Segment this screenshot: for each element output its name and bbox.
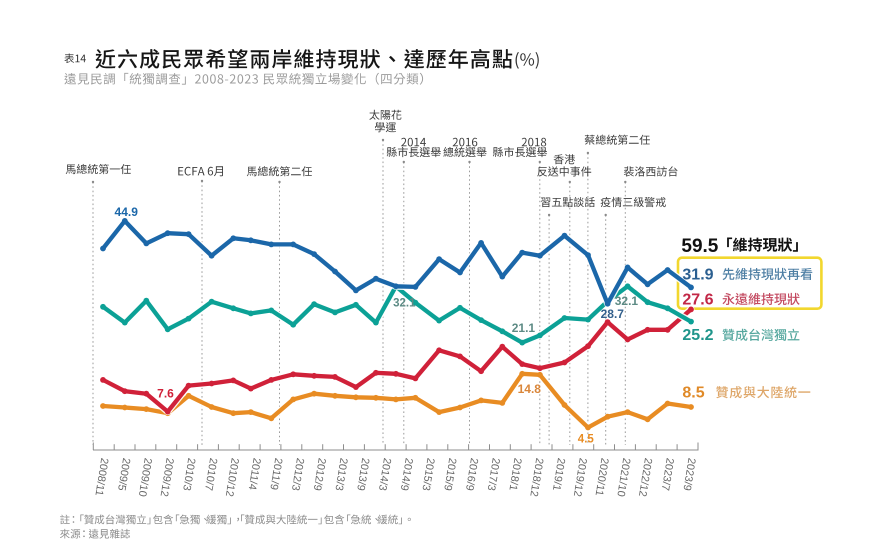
svg-text:2012/9: 2012/9 — [311, 457, 328, 492]
svg-text:2014/9: 2014/9 — [398, 457, 415, 492]
svg-text:32.1: 32.1 — [393, 297, 416, 309]
svg-text:2020/11: 2020/11 — [593, 457, 611, 497]
svg-text:2009/5: 2009/5 — [115, 457, 132, 492]
svg-text:2023/9: 2023/9 — [680, 457, 697, 492]
svg-text:2013/9: 2013/9 — [354, 457, 371, 492]
svg-text:2015/9: 2015/9 — [441, 457, 458, 492]
svg-text:14.8: 14.8 — [518, 382, 542, 396]
svg-text:2011/9: 2011/9 — [267, 457, 284, 491]
svg-text:25.2: 25.2 — [682, 327, 713, 344]
svg-text:2008/11: 2008/11 — [92, 457, 110, 497]
svg-text:44.9: 44.9 — [115, 205, 139, 219]
svg-text:2023/7: 2023/7 — [659, 457, 676, 492]
svg-text:28.7: 28.7 — [601, 307, 625, 321]
svg-text:2015/3: 2015/3 — [419, 457, 436, 492]
svg-text:27.6: 27.6 — [682, 291, 713, 308]
svg-text:2016/9: 2016/9 — [463, 457, 480, 492]
svg-text:2010/3: 2010/3 — [180, 457, 197, 492]
svg-text:2018/1: 2018/1 — [506, 457, 523, 492]
svg-text:2014/3: 2014/3 — [376, 457, 393, 492]
svg-text:2010/7: 2010/7 — [202, 457, 219, 492]
svg-text:21.1: 21.1 — [512, 321, 536, 335]
svg-text:31.9: 31.9 — [682, 266, 713, 283]
svg-text:7.6: 7.6 — [157, 387, 174, 401]
svg-text:8.5: 8.5 — [682, 385, 704, 402]
svg-text:2012/3: 2012/3 — [289, 457, 306, 492]
svg-text:59.5: 59.5 — [681, 236, 718, 257]
svg-text:2013/3: 2013/3 — [332, 457, 349, 492]
svg-text:32.1: 32.1 — [615, 294, 639, 308]
svg-text:4.5: 4.5 — [578, 433, 595, 445]
svg-text:2017/3: 2017/3 — [485, 457, 502, 492]
svg-text:2019/1: 2019/1 — [550, 457, 567, 492]
svg-text:2011/4: 2011/4 — [246, 457, 263, 491]
